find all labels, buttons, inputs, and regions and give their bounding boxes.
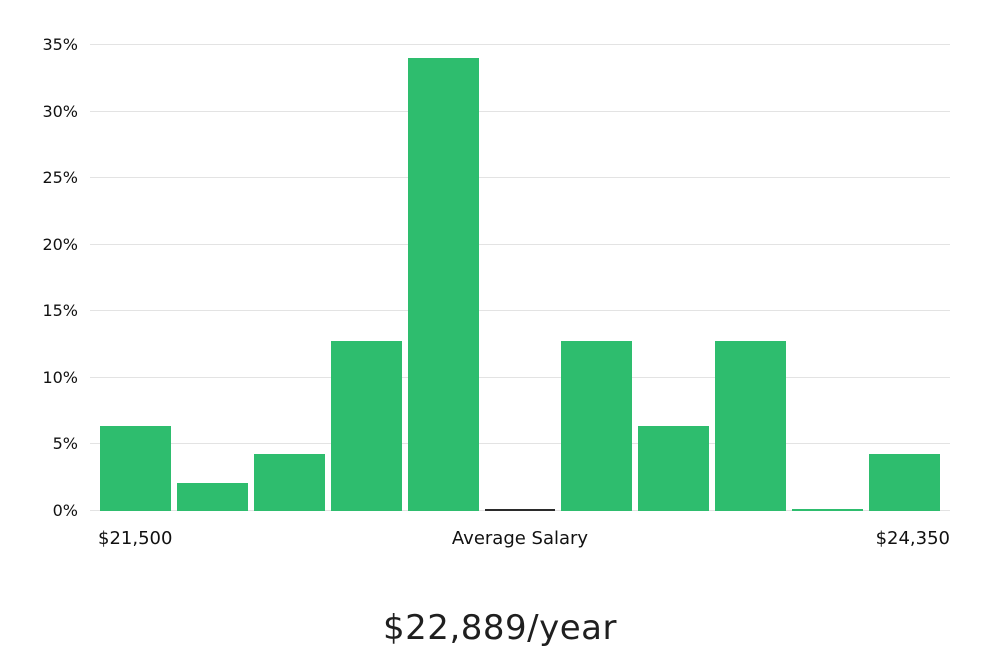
x-axis-label-center: Average Salary	[451, 528, 589, 549]
bar	[561, 340, 633, 511]
bar	[869, 453, 940, 511]
x-axis-label-right: $24,350	[875, 528, 950, 549]
gridline	[90, 243, 950, 245]
gridline	[90, 310, 950, 312]
bar	[253, 453, 325, 511]
y-axis-tick-label: 25%	[42, 168, 78, 188]
gridline	[90, 443, 950, 445]
y-axis-tick-label: 0%	[52, 501, 78, 520]
y-axis-tick-label: 5%	[52, 434, 78, 454]
y-axis-tick-label: 20%	[42, 234, 78, 254]
bar	[792, 509, 864, 511]
bar	[638, 425, 710, 511]
x-axis-label-left: $21,500	[98, 528, 173, 549]
bar	[330, 340, 402, 511]
plot-area	[90, 44, 950, 511]
y-axis-labels: 0% 5% 10% 15% 20% 25% 30% 35%	[0, 37, 82, 519]
y-axis-tick-label: 35%	[42, 35, 78, 54]
bar	[176, 483, 248, 511]
bar	[715, 340, 787, 511]
gridline	[90, 44, 950, 45]
y-axis-tick-label: 30%	[42, 101, 78, 121]
bar	[100, 425, 171, 511]
x-axis-labels: $21,500 Average Salary $24,350	[90, 528, 950, 554]
bars	[90, 45, 950, 511]
y-axis-tick-label: 10%	[42, 367, 78, 387]
gridline	[90, 110, 950, 112]
bar	[484, 509, 556, 511]
y-axis-tick-label: 15%	[42, 301, 78, 321]
gridline	[90, 177, 950, 179]
bar	[407, 58, 479, 511]
average-salary-title: $22,889/year	[383, 608, 617, 648]
gridline	[90, 376, 950, 378]
